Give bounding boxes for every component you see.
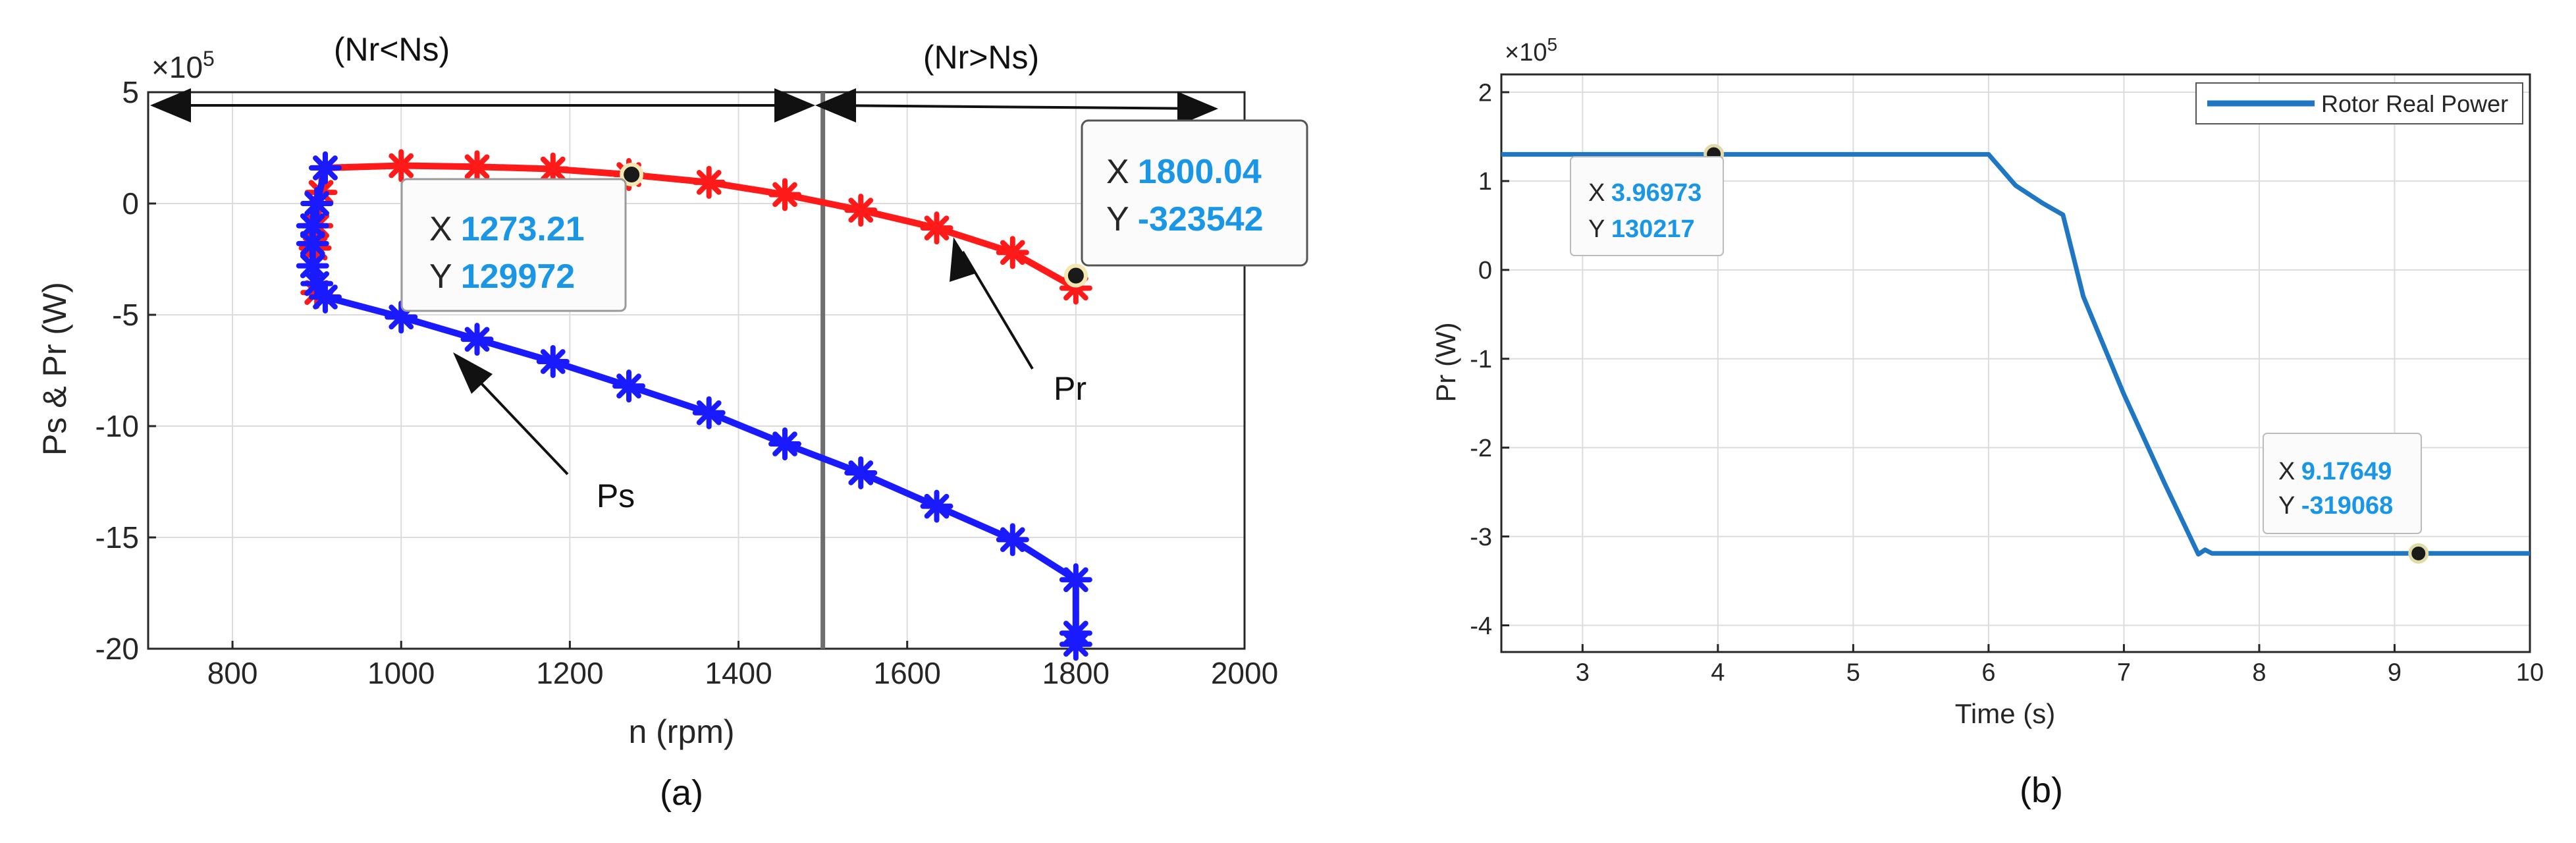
data-point <box>768 427 801 461</box>
data-point <box>844 194 878 227</box>
y-tick-label: -20 <box>95 632 139 666</box>
y-tick-label: -5 <box>112 298 139 332</box>
y-tick-label: -15 <box>95 520 139 555</box>
region-arrow-left-head-right <box>774 88 815 122</box>
x-tick-label: 6 <box>1981 659 1995 687</box>
datatip-x: X 1800.04 <box>1106 153 1262 191</box>
datatip-box[interactable]: X 3.96973 Y 130217 <box>1570 156 1724 256</box>
region-arrow-left-head-left <box>150 88 191 122</box>
region-arrow-right-head-right <box>1177 92 1218 126</box>
caption-b: (b) <box>2020 771 2063 810</box>
ylabel-a: Ps & Pr (W) <box>36 282 73 456</box>
series-line-rotor-real-power <box>1501 151 2530 557</box>
datatip-marker[interactable] <box>620 163 644 187</box>
data-point <box>300 187 334 220</box>
exponent-label-a: ×105 <box>151 47 215 84</box>
x-tick-label: 8 <box>2252 659 2266 687</box>
x-tick-label: 1000 <box>367 656 435 690</box>
x-tick-label: 1600 <box>874 656 941 690</box>
pr-arrow-label: Pr <box>1054 370 1087 407</box>
region-label-right: (Nr>Ns) <box>923 39 1039 76</box>
datatip-box[interactable]: X 1273.21 Y 129972 <box>400 178 627 312</box>
data-point <box>692 165 726 199</box>
data-point <box>1059 628 1092 661</box>
xlabel-b: Time (s) <box>1955 698 2055 729</box>
data-point <box>844 456 878 489</box>
series-b <box>1501 151 2530 557</box>
x-tick-label: 10 <box>2516 659 2544 687</box>
data-point <box>768 178 801 211</box>
x-tick-label: 1800 <box>1042 656 1110 690</box>
y-tick-label: 5 <box>122 75 139 109</box>
y-tick-label: -3 <box>1470 524 1492 551</box>
axes-box-a <box>147 91 1246 650</box>
datatip-x: X 9.17649 <box>2278 458 2392 485</box>
y-tick-label: -4 <box>1470 612 1492 640</box>
ylabel-b: Pr (W) <box>1430 322 1461 402</box>
region-arrow-right-shaft <box>822 104 1212 110</box>
y-tick-label: 1 <box>1478 168 1492 196</box>
x-tick-label: 1400 <box>705 656 772 690</box>
x-tick-label: 9 <box>2388 659 2402 687</box>
data-point <box>536 344 570 378</box>
data-point <box>996 523 1029 557</box>
data-point <box>692 396 726 429</box>
y-tick-label: 0 <box>122 186 139 221</box>
data-point <box>920 489 953 523</box>
x-tick-label: 7 <box>2117 659 2131 687</box>
region-label-left: (Nr<Ns) <box>334 31 450 68</box>
region-arrow-right-head-left <box>815 88 856 122</box>
datatip-y: Y 130217 <box>1588 215 1695 243</box>
datatip-x: X 3.96973 <box>1588 179 1702 207</box>
xlabel-a: n (rpm) <box>628 713 734 750</box>
legend-label: Rotor Real Power <box>2321 90 2508 117</box>
datatip-box[interactable]: X 9.17649 Y -319068 <box>2263 433 2422 534</box>
exponent-label-b: ×105 <box>1505 34 1557 67</box>
data-point <box>920 211 953 245</box>
y-tick-label: -1 <box>1470 346 1492 373</box>
datatip-x: X 1273.21 <box>429 210 585 248</box>
data-point <box>1059 563 1092 597</box>
ps-pointer-head <box>453 352 493 394</box>
series-a <box>296 149 1092 661</box>
y-tick-label: -10 <box>95 409 139 443</box>
x-tick-label: 1200 <box>536 656 603 690</box>
data-point <box>460 323 494 356</box>
x-tick-label: 5 <box>1846 659 1860 687</box>
datatip-y: Y -319068 <box>2278 492 2393 520</box>
data-point <box>385 149 418 182</box>
datatip-box[interactable]: X 1800.04 Y -323542 <box>1081 119 1308 267</box>
datatip-y: Y -323542 <box>1106 200 1264 238</box>
ps-arrow-label: Ps <box>597 477 635 514</box>
data-point <box>612 369 646 403</box>
data-point <box>460 150 494 184</box>
axes-box-b <box>1500 73 2531 653</box>
ticks-a: 800 1000 1200 1400 1600 1800 2000 5 0 -5 -10 -15 -20 <box>95 75 1279 690</box>
legend: Rotor Real Power <box>2195 82 2523 124</box>
grid-b <box>1501 74 2531 652</box>
data-point <box>308 151 342 184</box>
pr-pointer-head <box>950 237 976 282</box>
datatip-marker[interactable] <box>2408 543 2429 564</box>
x-tick-label: 3 <box>1576 659 1590 687</box>
data-point <box>308 280 342 313</box>
y-tick-label: 2 <box>1478 79 1492 107</box>
x-tick-label: 2000 <box>1211 656 1278 690</box>
y-tick-label: -2 <box>1470 435 1492 462</box>
y-tick-label: 0 <box>1478 257 1492 285</box>
datatip-y: Y 129972 <box>429 258 575 296</box>
x-tick-label: 4 <box>1711 659 1725 687</box>
datatip-marker[interactable] <box>1063 263 1088 288</box>
chart-a: 800 1000 1200 1400 1600 1800 2000 5 0 -5 -10 -15 -20… <box>36 31 1308 813</box>
data-point <box>996 236 1029 269</box>
caption-a: (a) <box>660 773 703 813</box>
x-tick-label: 800 <box>207 656 258 690</box>
